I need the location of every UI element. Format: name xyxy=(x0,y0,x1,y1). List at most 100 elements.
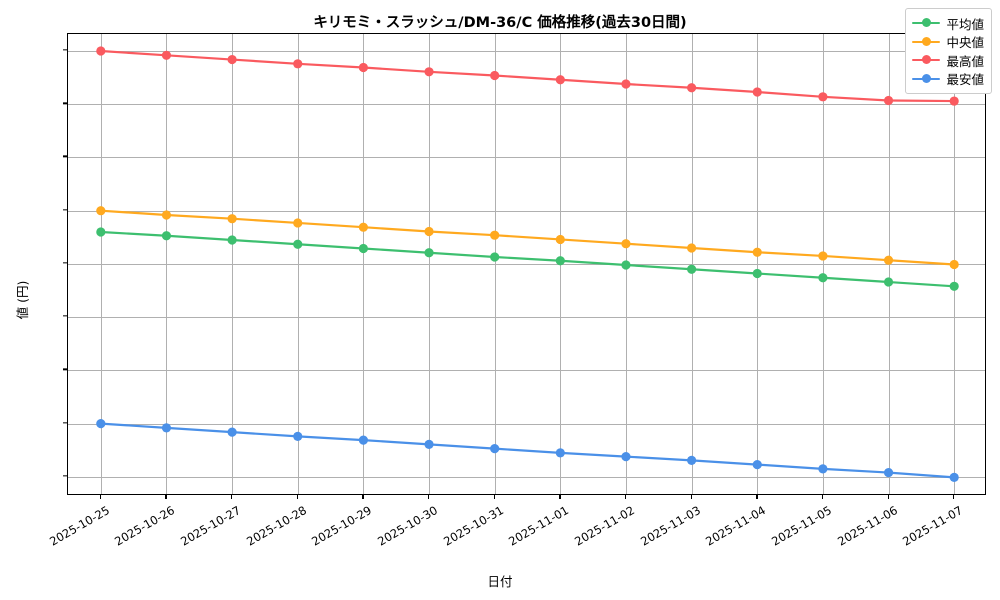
gridline-horizontal xyxy=(68,370,985,372)
legend-item[interactable]: 最高値 xyxy=(912,51,984,70)
x-tick-mark xyxy=(690,495,692,499)
x-tick-mark xyxy=(231,495,233,499)
data-point-marker xyxy=(227,235,237,245)
legend-swatch-icon xyxy=(912,53,941,67)
y-tick-mark xyxy=(63,421,67,424)
gridline-vertical xyxy=(297,34,299,494)
data-point-marker xyxy=(949,281,959,291)
plot-area xyxy=(67,33,986,495)
y-tick-mark xyxy=(63,315,67,317)
x-tick-mark xyxy=(428,495,430,499)
data-point-marker xyxy=(883,467,894,478)
x-tick-mark xyxy=(362,495,364,499)
data-point-marker xyxy=(358,435,368,445)
series-line xyxy=(99,49,956,103)
series-line xyxy=(99,422,956,479)
gridline-vertical xyxy=(822,34,824,494)
data-point-marker xyxy=(227,54,237,65)
gridline-horizontal xyxy=(68,210,985,212)
data-point-marker xyxy=(490,230,500,240)
x-tick-mark xyxy=(559,495,561,499)
data-point-marker xyxy=(621,452,631,462)
data-point-marker xyxy=(949,96,959,106)
legend-item-label: 最安値 xyxy=(946,72,984,88)
y-tick-mark xyxy=(63,209,67,211)
legend-swatch-icon xyxy=(912,72,941,86)
data-point-marker xyxy=(621,79,631,89)
legend-item[interactable]: 平均値 xyxy=(912,14,984,33)
data-point-marker xyxy=(621,260,631,270)
data-point-marker xyxy=(752,247,762,257)
data-point-marker xyxy=(687,83,697,93)
data-point-marker xyxy=(883,95,894,106)
data-point-marker xyxy=(883,255,894,265)
data-point-marker xyxy=(96,46,106,56)
y-tick-mark xyxy=(63,102,67,104)
gridline-vertical xyxy=(363,34,365,494)
data-point-marker xyxy=(818,251,828,261)
legend-item[interactable]: 最安値 xyxy=(912,70,984,89)
data-point-marker xyxy=(949,472,959,482)
y-tick-mark xyxy=(63,262,67,264)
gridline-horizontal xyxy=(68,423,985,425)
legend-item-label: 平均値 xyxy=(946,16,984,32)
legend-item-label: 中央値 xyxy=(946,35,984,51)
series-line xyxy=(99,230,956,288)
y-tick-mark xyxy=(63,49,67,51)
data-point-marker xyxy=(883,277,894,287)
x-axis-title: 日付 xyxy=(487,574,513,589)
data-point-marker xyxy=(687,243,697,253)
data-point-marker xyxy=(424,226,434,237)
data-point-marker xyxy=(752,460,762,470)
data-point-marker xyxy=(687,264,697,274)
data-point-marker xyxy=(161,231,172,241)
y-tick-mark xyxy=(63,475,67,477)
gridline-vertical xyxy=(494,34,496,494)
gridline-horizontal xyxy=(68,317,985,319)
gridline-vertical xyxy=(232,34,234,494)
x-tick-mark xyxy=(493,495,495,499)
y-axis-title: 値 (円) xyxy=(14,280,30,320)
data-point-marker xyxy=(358,222,368,232)
x-tick-mark xyxy=(887,495,889,499)
series-layer xyxy=(96,46,959,482)
legend-swatch-icon xyxy=(912,16,941,30)
y-tick-mark xyxy=(63,368,67,371)
data-point-marker xyxy=(293,431,303,441)
data-point-marker xyxy=(752,87,762,97)
gridline-horizontal xyxy=(68,263,985,265)
data-point-marker xyxy=(96,419,106,429)
data-point-marker xyxy=(424,248,434,258)
data-point-marker xyxy=(227,427,237,437)
x-tick-mark xyxy=(953,495,955,499)
gridline-vertical xyxy=(166,34,168,494)
x-tick-mark xyxy=(756,495,758,499)
data-point-marker xyxy=(424,439,434,449)
data-point-marker xyxy=(358,62,368,73)
gridline-vertical xyxy=(691,34,693,494)
y-tick-mark xyxy=(63,155,67,158)
data-point-marker xyxy=(358,243,368,254)
chart-title: キリモミ・スラッシュ/DM-36/C 価格推移(過去30日間) xyxy=(313,15,687,31)
data-point-marker xyxy=(293,59,303,69)
legend-item[interactable]: 中央値 xyxy=(912,33,984,52)
gridline-vertical xyxy=(757,34,759,494)
data-point-marker xyxy=(555,75,565,85)
data-point-marker xyxy=(424,67,434,77)
legend-swatch-icon xyxy=(912,35,941,49)
data-point-marker xyxy=(818,273,828,283)
x-tick-mark xyxy=(165,495,167,499)
data-point-marker xyxy=(490,70,500,81)
legend-item-label: 最高値 xyxy=(946,53,984,69)
chart-legend[interactable]: 平均値中央値最高値最安値 xyxy=(905,8,992,94)
gridline-horizontal xyxy=(68,157,985,159)
data-point-marker xyxy=(490,444,500,454)
data-point-marker xyxy=(555,256,565,266)
data-point-marker xyxy=(96,227,106,237)
x-tick-mark xyxy=(821,495,824,499)
data-point-marker xyxy=(227,214,237,224)
x-tick-mark xyxy=(624,495,627,499)
gridline-horizontal xyxy=(68,104,985,106)
data-point-marker xyxy=(96,206,106,216)
data-point-marker xyxy=(161,210,172,220)
